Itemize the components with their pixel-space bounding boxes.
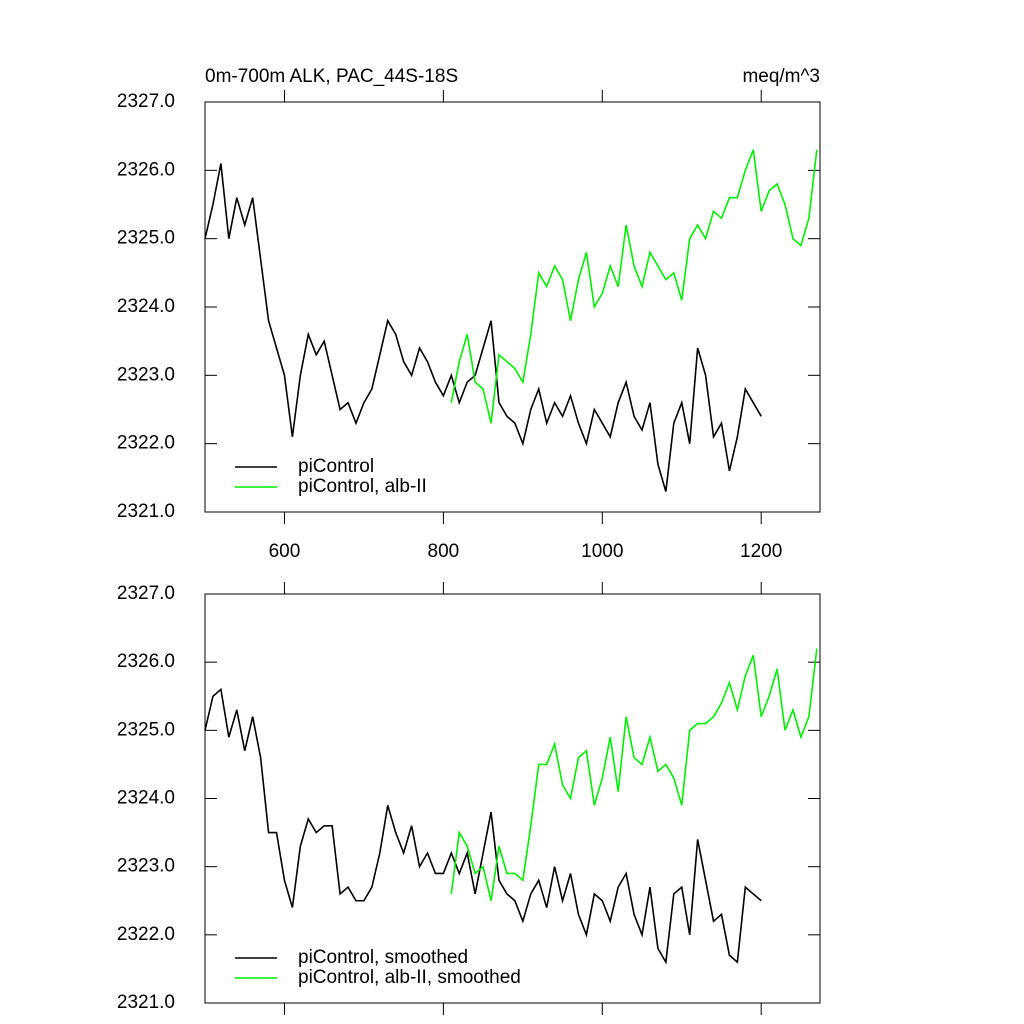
y-tick-label: 2325.0 [117, 719, 175, 740]
x-tick-label: 600 [269, 541, 301, 562]
data-line [204, 687, 762, 965]
y-tick-label: 2325.0 [117, 228, 175, 249]
units-label: meq/m^3 [742, 66, 820, 87]
y-tick-label: 2321.0 [117, 501, 175, 522]
y-tick-label: 2324.0 [117, 788, 175, 809]
data-line [450, 648, 818, 901]
y-tick-label: 2326.0 [117, 159, 175, 180]
legend-label: piControl, smoothed [298, 947, 468, 968]
y-tick-label: 2324.0 [117, 296, 175, 317]
y-tick-label: 2322.0 [117, 924, 175, 945]
chart-title: 0m-700m ALK, PAC_44S-18S [205, 66, 458, 87]
legend-label: piControl, alb-II, smoothed [298, 967, 521, 988]
x-tick-label: 800 [428, 541, 460, 562]
y-tick-label: 2323.0 [117, 856, 175, 877]
y-tick-label: 2322.0 [117, 433, 175, 454]
plot-frame [204, 593, 821, 1004]
y-tick-label: 2326.0 [117, 651, 175, 672]
y-tick-label: 2321.0 [117, 992, 175, 1013]
y-tick-label: 2327.0 [117, 583, 175, 604]
x-tick-label: 1200 [740, 541, 782, 562]
data-line [450, 149, 818, 424]
y-tick-label: 2327.0 [117, 91, 175, 112]
data-line [204, 163, 762, 492]
legend-label: piControl, alb-II [298, 476, 427, 497]
x-tick-label: 1000 [581, 541, 623, 562]
legend-label: piControl [298, 456, 374, 477]
y-tick-label: 2323.0 [117, 364, 175, 385]
plot-frame [204, 101, 821, 513]
